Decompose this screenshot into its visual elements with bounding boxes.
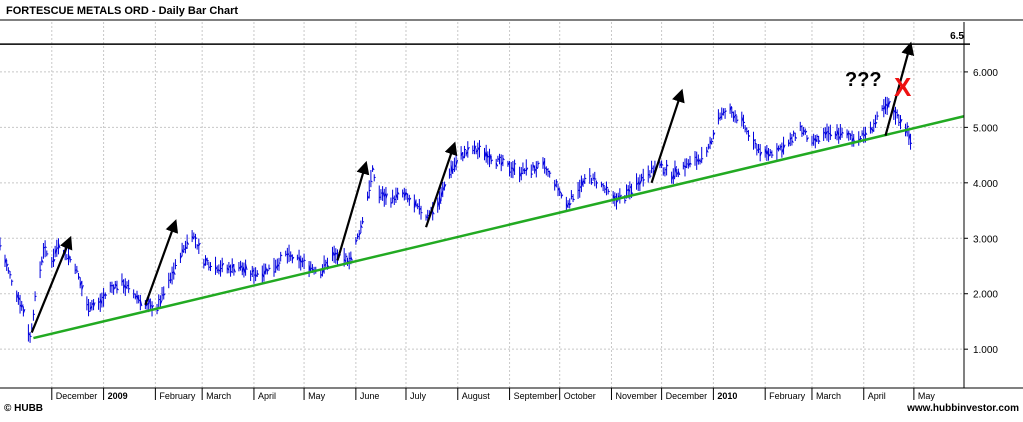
x-tick-label: November: [615, 391, 657, 401]
x-tick-label: March: [206, 391, 231, 401]
price-bar-close-tick: [30, 336, 32, 337]
y-tick-label: 6.000: [973, 68, 998, 79]
resistance-label: 6.5: [950, 31, 964, 42]
y-tick-label: 4.000: [973, 179, 998, 190]
price-bar-close-tick: [129, 289, 131, 290]
x-tick-label: July: [410, 391, 427, 401]
x-tick-label: February: [769, 391, 806, 401]
price-bar-close-tick: [70, 259, 72, 260]
website-label: www.hubbinvestor.com: [906, 403, 1019, 414]
x-tick-label: December: [56, 391, 98, 401]
y-tick-label: 2.000: [973, 290, 998, 301]
price-bar-close-tick: [371, 181, 373, 182]
x-tick-label: August: [462, 391, 491, 401]
price-bar-close-tick: [743, 122, 745, 123]
y-tick-label: 1.000: [973, 345, 998, 356]
x-tick-label: April: [258, 391, 276, 401]
x-tick-label: 2009: [108, 391, 128, 401]
cross-annotation: X: [894, 72, 912, 102]
x-tick-label: December: [666, 391, 708, 401]
x-tick-label: February: [159, 391, 196, 401]
question-annotation: ???: [845, 69, 882, 91]
chart-title: FORTESCUE METALS ORD - Daily Bar Chart: [6, 5, 238, 17]
copyright-label: © HUBB: [4, 403, 43, 414]
x-tick-label: September: [514, 391, 558, 401]
price-bar-close-tick: [556, 182, 558, 183]
x-tick-label: May: [918, 391, 936, 401]
x-tick-label: April: [868, 391, 886, 401]
price-bar-close-tick: [860, 138, 862, 139]
x-tick-label: March: [816, 391, 841, 401]
y-tick-label: 5.000: [973, 123, 998, 134]
price-bar-close-tick: [304, 260, 306, 261]
price-bar-close-tick: [585, 178, 587, 179]
price-bar-close-tick: [625, 200, 627, 201]
x-tick-label: 2010: [717, 391, 737, 401]
price-bar-close-tick: [195, 238, 197, 239]
price-bar-close-tick: [77, 271, 79, 272]
price-bar-close-tick: [643, 180, 645, 181]
y-tick-label: 3.000: [973, 234, 998, 245]
x-tick-label: June: [360, 391, 380, 401]
x-tick-label: May: [308, 391, 326, 401]
price-bar-close-tick: [702, 158, 704, 159]
price-bar-close-tick: [596, 183, 598, 184]
x-tick-label: October: [564, 391, 596, 401]
